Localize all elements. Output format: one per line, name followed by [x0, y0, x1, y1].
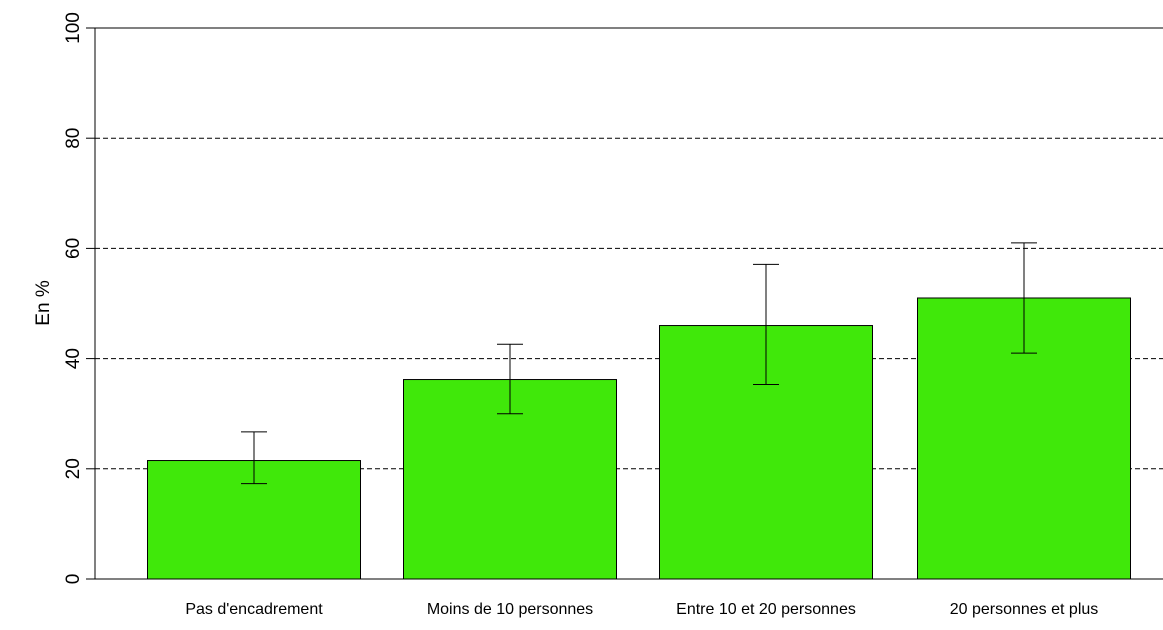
y-ticks: 0 20 40 60 80 100 — [63, 12, 95, 584]
axes — [94, 28, 1163, 580]
y-tick-label: 40 — [63, 348, 84, 369]
category-labels: Pas d'encadrement Moins de 10 personnes En… — [185, 601, 1098, 618]
error-bar-1 — [241, 431, 267, 485]
error-bar-3 — [753, 263, 779, 385]
y-axis-label: En % — [33, 280, 54, 326]
bars — [147, 297, 1131, 580]
y-tick-label: 0 — [63, 574, 84, 585]
error-bar-4 — [1011, 242, 1037, 354]
category-label-2: Moins de 10 personnes — [427, 601, 593, 618]
y-tick-label: 20 — [63, 458, 84, 479]
category-label-4: 20 personnes et plus — [950, 601, 1099, 618]
category-label-3: Entre 10 et 20 personnes — [676, 601, 856, 618]
y-tick-label: 100 — [63, 12, 84, 44]
error-bar-2 — [497, 343, 523, 415]
y-tick-label: 80 — [63, 128, 84, 149]
category-label-1: Pas d'encadrement — [185, 601, 323, 618]
error-bars — [241, 242, 1037, 485]
y-tick-label: 60 — [63, 238, 84, 259]
